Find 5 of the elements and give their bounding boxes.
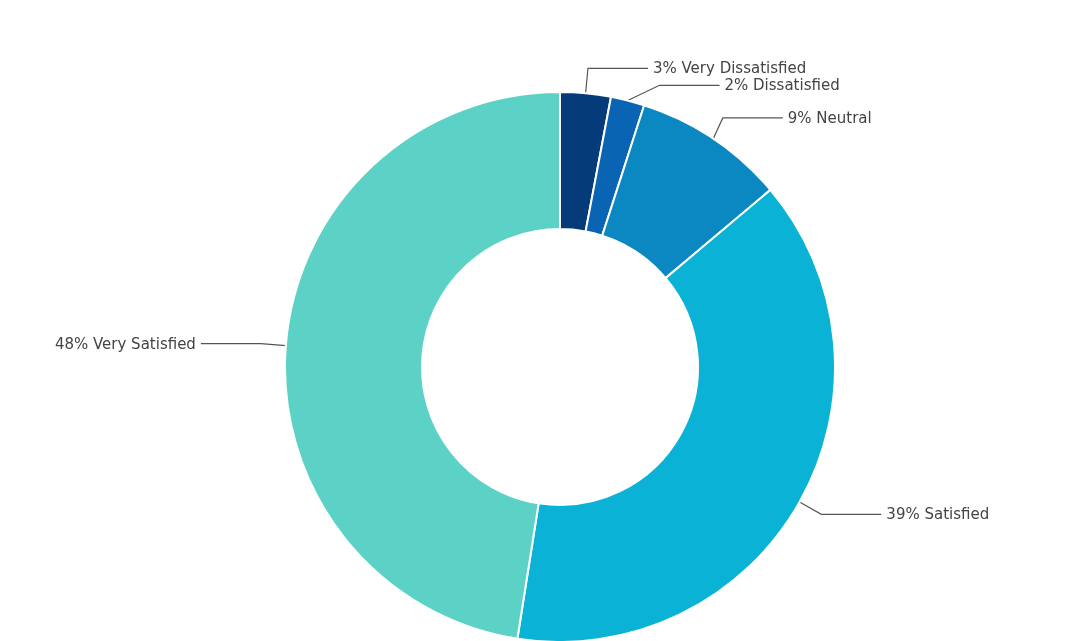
slice-label: 9% Neutral [787, 108, 872, 127]
slice-label: 3% Very Dissatisfied [652, 59, 807, 78]
slice-label: 2% Dissatisfied [724, 76, 840, 95]
slice-label: 48% Very Satisfied [54, 334, 196, 353]
slice-label: 39% Satisfied [886, 505, 990, 524]
